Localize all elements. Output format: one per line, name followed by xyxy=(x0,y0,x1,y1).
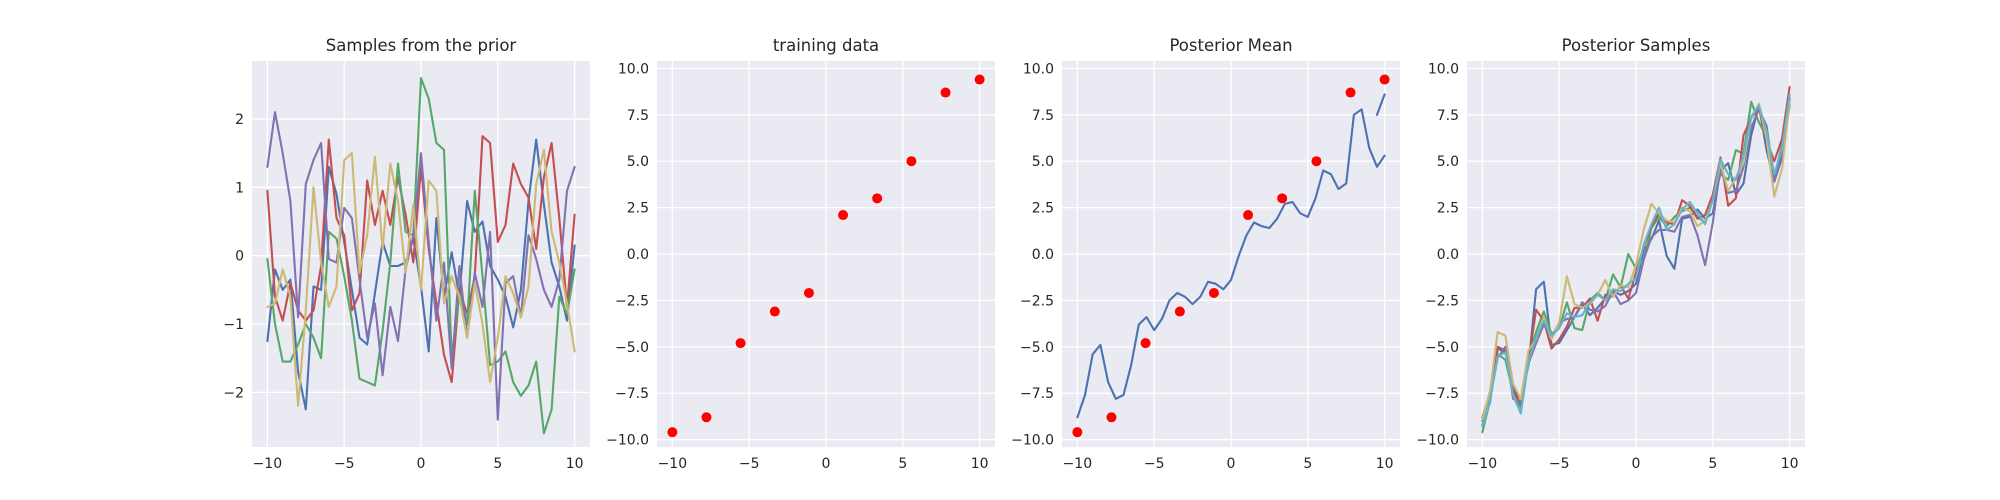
chart-3-x-tick-label: 5 xyxy=(1708,456,1717,472)
chart-2-y-tick-label: 2.5 xyxy=(1032,201,1054,217)
chart-2-series-line-1 xyxy=(1375,93,1386,116)
chart-1-x-tick-label: 5 xyxy=(898,456,907,472)
chart-3-y-tick-label: 2.5 xyxy=(1437,201,1459,217)
chart-2-data-point xyxy=(1277,193,1288,204)
chart-2-y-tick-label: −2.5 xyxy=(1020,293,1054,309)
chart-0-x-tick-label: 0 xyxy=(417,456,426,472)
panel-training-data: −10 −5 0 5 10 10.0 7.5 5.0 2.5 0.0 −2.5 −5.0 −7.5 −10… xyxy=(606,36,995,472)
chart-3-y-tick-label: 0.0 xyxy=(1437,247,1459,263)
chart-2-x-tick-label: 0 xyxy=(1227,456,1236,472)
chart-1-data-point xyxy=(974,74,985,85)
chart-3-series-line-2 xyxy=(1481,85,1791,419)
chart-3-x-tick-label: 0 xyxy=(1632,456,1641,472)
chart-3-x-tick-label: 10 xyxy=(1781,456,1799,472)
chart-2-x-tick-label: 5 xyxy=(1303,456,1312,472)
chart-0-y-tick-label: −1 xyxy=(223,317,244,333)
chart-0-x-tick-label: −10 xyxy=(253,456,283,472)
panel-posterior-mean: −10 −5 0 5 10 10.0 7.5 5.0 2.5 0.0 −2.5 −5.0 −7.5 −10… xyxy=(1011,36,1400,472)
chart-1-data-point xyxy=(735,338,746,349)
chart-2-y-tick-label: −5.0 xyxy=(1020,340,1054,356)
chart-0-series-line-1 xyxy=(266,135,576,384)
chart-2-y-tick-label: 10.0 xyxy=(1023,61,1054,77)
chart-1-y-tick-label: 2.5 xyxy=(627,201,649,217)
chart-0-x-tick-label: −5 xyxy=(334,456,355,472)
chart-2-title: Posterior Mean xyxy=(1169,36,1292,55)
chart-1-y-tick-label: 10.0 xyxy=(618,61,649,77)
chart-2-data-point xyxy=(1243,210,1254,221)
chart-1-y-tick-label: 5.0 xyxy=(627,154,649,170)
chart-1-data-point xyxy=(803,287,814,298)
chart-1-x-tick-label: 0 xyxy=(822,456,831,472)
chart-0-series-line-3 xyxy=(266,111,576,421)
chart-2-data-point xyxy=(1072,427,1083,438)
chart-0-y-tick-label: 2 xyxy=(235,112,244,128)
chart-2-data-point xyxy=(1106,412,1117,423)
chart-2-data-point xyxy=(1311,156,1322,167)
chart-3-series-line-5 xyxy=(1481,93,1791,428)
chart-2-data-point xyxy=(1208,287,1219,298)
chart-2-data-point xyxy=(1379,74,1390,85)
chart-3-title: Posterior Samples xyxy=(1562,36,1711,55)
chart-2-y-tick-label: −7.5 xyxy=(1020,386,1054,402)
chart-3-x-tick-label: −10 xyxy=(1468,456,1498,472)
chart-3-x-tick-label: −5 xyxy=(1549,456,1570,472)
chart-1-x-tick-label: −5 xyxy=(739,456,760,472)
chart-1-data-point xyxy=(769,306,780,317)
chart-1-y-tick-label: −5.0 xyxy=(615,340,649,356)
chart-3-series-line-0 xyxy=(1481,104,1791,426)
chart-1-title: training data xyxy=(773,36,879,55)
chart-1-data-point xyxy=(872,193,883,204)
chart-1-x-tick-label: 10 xyxy=(971,456,989,472)
chart-2-y-tick-label: 0.0 xyxy=(1032,247,1054,263)
chart-3-y-tick-label: 10.0 xyxy=(1428,61,1459,77)
chart-3-y-tick-label: −10.0 xyxy=(1416,433,1459,449)
chart-2-data-point xyxy=(1345,87,1356,98)
chart-2-series-line-0 xyxy=(1076,108,1386,419)
chart-3-series-line-1 xyxy=(1481,100,1791,434)
chart-0-y-tick-label: 1 xyxy=(235,180,244,196)
chart-0-title: Samples from the prior xyxy=(326,36,517,55)
chart-1-y-tick-label: 0.0 xyxy=(627,247,649,263)
chart-0-y-tick-label: 0 xyxy=(235,249,244,265)
chart-3-y-tick-label: −2.5 xyxy=(1425,293,1459,309)
chart-1-data-point xyxy=(838,210,849,221)
chart-1-y-tick-label: −7.5 xyxy=(615,386,649,402)
chart-3-y-tick-label: 7.5 xyxy=(1437,108,1459,124)
chart-0-x-tick-label: 5 xyxy=(493,456,502,472)
chart-0-y-tick-label: −2 xyxy=(223,385,244,401)
chart-2-x-tick-label: 10 xyxy=(1376,456,1394,472)
chart-2-x-tick-label: −10 xyxy=(1063,456,1093,472)
chart-1-data-point xyxy=(940,87,951,98)
chart-3-series-line-3 xyxy=(1481,97,1791,423)
chart-1-y-tick-label: −2.5 xyxy=(615,293,649,309)
chart-1-x-tick-label: −10 xyxy=(658,456,688,472)
chart-1-data-point xyxy=(701,412,712,423)
chart-0-series-line-4 xyxy=(266,148,576,408)
chart-0-x-tick-label: 10 xyxy=(566,456,584,472)
chart-2-x-tick-label: −5 xyxy=(1144,456,1165,472)
chart-2-y-tick-label: 7.5 xyxy=(1032,108,1054,124)
chart-3-y-tick-label: −7.5 xyxy=(1425,386,1459,402)
chart-1-data-point xyxy=(906,156,917,167)
chart-3-y-tick-label: 5.0 xyxy=(1437,154,1459,170)
chart-2-data-point xyxy=(1140,338,1151,349)
chart-3-y-tick-label: −5.0 xyxy=(1425,340,1459,356)
chart-1-y-tick-label: −10.0 xyxy=(606,433,649,449)
chart-2-data-point xyxy=(1174,306,1185,317)
chart-1-y-tick-label: 7.5 xyxy=(627,108,649,124)
chart-0-series-line-2 xyxy=(266,77,576,435)
chart-1-data-point xyxy=(667,427,678,438)
chart-2-y-tick-label: 5.0 xyxy=(1032,154,1054,170)
panel-posterior-samples: −10 −5 0 5 10 10.0 7.5 5.0 2.5 0.0 −2.5 −5.0 −7.5 −10… xyxy=(1416,36,1805,472)
chart-2-y-tick-label: −10.0 xyxy=(1011,433,1054,449)
